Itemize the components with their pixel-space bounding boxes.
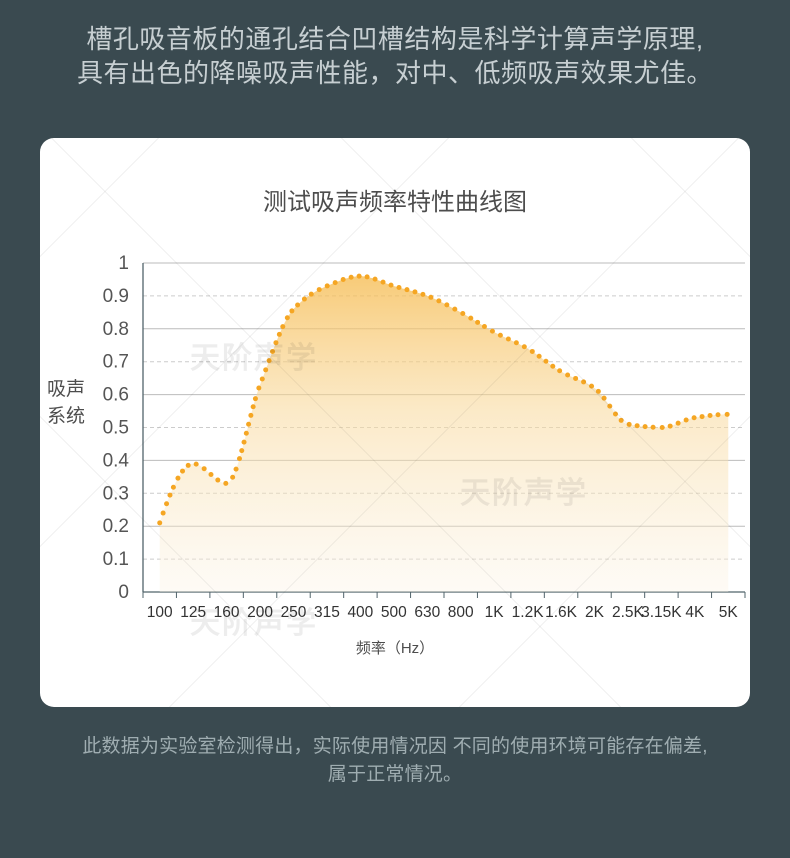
svg-text:100: 100 [147, 604, 173, 621]
svg-text:1: 1 [118, 253, 129, 274]
svg-text:800: 800 [448, 604, 474, 621]
svg-text:0.3: 0.3 [103, 483, 129, 504]
svg-text:0.5: 0.5 [103, 418, 129, 439]
svg-text:5K: 5K [719, 604, 739, 621]
svg-text:0.7: 0.7 [103, 352, 129, 373]
svg-text:630: 630 [414, 604, 440, 621]
svg-text:1K: 1K [485, 604, 505, 621]
svg-text:500: 500 [381, 604, 407, 621]
svg-text:1.2K: 1.2K [512, 604, 545, 621]
svg-text:400: 400 [347, 604, 373, 621]
svg-text:0.4: 0.4 [103, 450, 130, 471]
svg-text:0.2: 0.2 [103, 516, 129, 537]
svg-text:1.6K: 1.6K [545, 604, 578, 621]
svg-text:0.9: 0.9 [103, 286, 129, 307]
svg-text:4K: 4K [685, 604, 705, 621]
svg-text:2K: 2K [585, 604, 605, 621]
svg-text:0: 0 [118, 582, 129, 603]
svg-text:3.15K: 3.15K [641, 604, 682, 621]
svg-text:0.8: 0.8 [103, 319, 129, 340]
svg-text:0.6: 0.6 [103, 385, 129, 406]
svg-text:2.5K: 2.5K [612, 604, 645, 621]
svg-text:0.1: 0.1 [103, 549, 129, 570]
